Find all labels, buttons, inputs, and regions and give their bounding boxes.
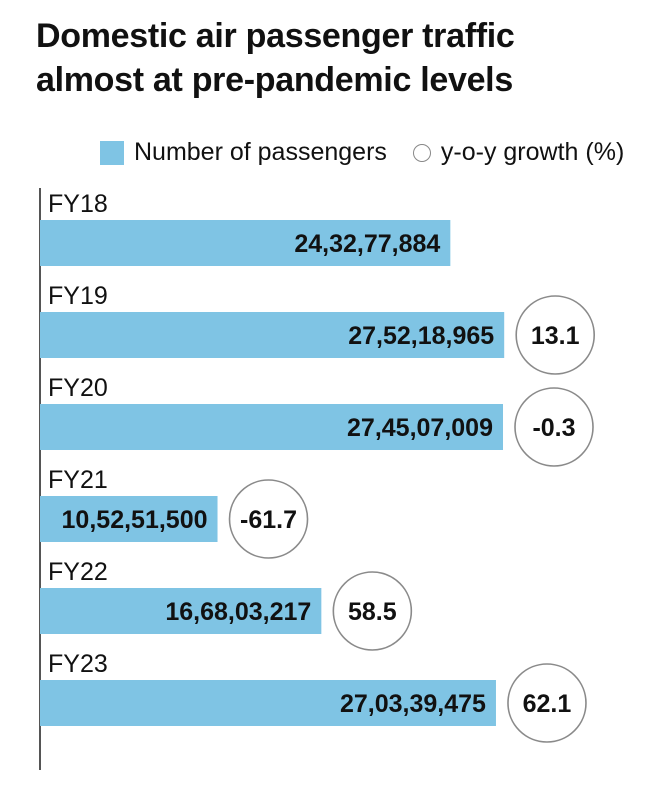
legend: Number of passengers y-o-y growth (%) — [100, 138, 624, 167]
bar-value-label: 10,52,51,500 — [62, 506, 208, 534]
legend-bar-swatch — [100, 140, 124, 165]
bar-value-label: 27,52,18,965 — [348, 322, 494, 350]
growth-circle — [507, 663, 587, 743]
chart-title-line-2: almost at pre-pandemic levels — [36, 61, 513, 99]
bar-value-label: 24,32,77,884 — [294, 230, 440, 258]
bar — [40, 312, 505, 358]
bar-value-label: 27,45,07,009 — [347, 414, 493, 442]
growth-value-label: -0.3 — [532, 414, 575, 442]
growth-circle — [514, 387, 594, 467]
growth-circle — [332, 571, 413, 651]
bar — [40, 220, 451, 266]
category-label: FY21 — [48, 466, 108, 494]
category-label: FY22 — [48, 558, 108, 586]
bar-value-label: 16,68,03,217 — [165, 598, 311, 626]
growth-value-label: -61.7 — [240, 506, 297, 534]
legend-bar-label: Number of passengers — [134, 138, 387, 166]
chart-title-line-1: Domestic air passenger traffic — [36, 17, 515, 55]
legend-circle-swatch — [412, 143, 431, 162]
bar — [40, 588, 322, 634]
growth-value-label: 13.1 — [531, 322, 580, 350]
growth-circle — [515, 295, 596, 375]
growth-circle — [228, 479, 309, 559]
category-label: FY20 — [48, 374, 108, 402]
bar-value-label: 27,03,39,475 — [340, 690, 486, 718]
growth-value-label: 58.5 — [348, 598, 397, 626]
legend-circle-label: y-o-y growth (%) — [440, 138, 625, 166]
bar — [40, 496, 218, 542]
chart-title: Domestic air passenger traffic almost at… — [36, 14, 646, 102]
growth-value-label: 62.1 — [523, 690, 572, 718]
category-label: FY18 — [48, 190, 108, 218]
bar — [40, 680, 496, 726]
category-label: FY19 — [48, 282, 108, 310]
category-label: FY23 — [48, 650, 108, 678]
bar — [40, 404, 504, 450]
